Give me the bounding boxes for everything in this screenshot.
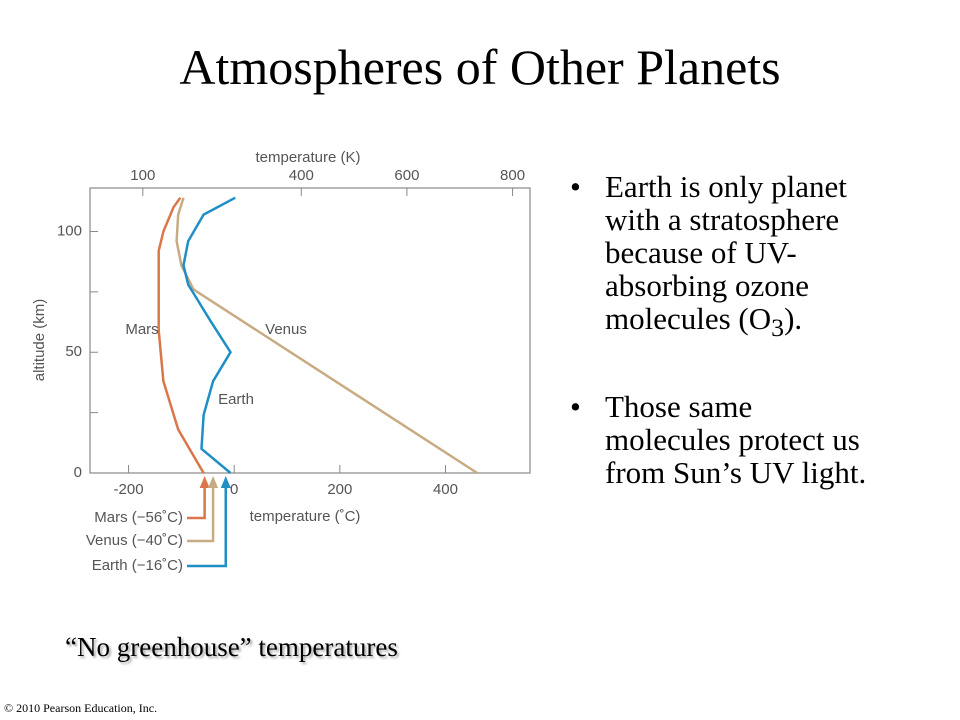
series-label: Mars (125, 321, 158, 338)
x2-tick-label: 100 (130, 167, 155, 184)
plot-frame (89, 187, 531, 474)
y-tick-label: 100 (57, 222, 82, 239)
series-label: Venus (265, 321, 307, 338)
bullet: Earth is only planet with a stratosphere… (570, 170, 885, 344)
x2-tick-label: 800 (500, 167, 525, 184)
arrow-label: Venus (−40˚C) (86, 532, 183, 549)
bullet-text: Those same molecules protect us from Sun… (605, 389, 867, 491)
x-axis-label: temperature (˚C) (250, 508, 361, 525)
y-tick-label: 50 (65, 343, 82, 360)
x-tick-label: 400 (433, 481, 458, 498)
x2-tick-label: 600 (394, 167, 419, 184)
arrow-head (199, 476, 210, 488)
slide-title: Atmospheres of Other Planets (179, 39, 781, 95)
arrow-label: Mars (−56˚C) (94, 509, 183, 526)
x2-axis-label: temperature (K) (255, 149, 360, 166)
subscript: 3 (771, 313, 785, 343)
y-axis-label: altitude (km) (31, 299, 48, 382)
bullet-list: Earth is only planet with a stratosphere… (570, 170, 885, 535)
arrow-head (208, 476, 219, 488)
series-label: Earth (218, 391, 254, 408)
x2-tick-label: 400 (289, 167, 314, 184)
footer: © 2010 Pearson Education, Inc. (4, 701, 158, 715)
x-tick-label: 0 (230, 481, 238, 498)
series-line (182, 196, 236, 474)
arrow-head (220, 476, 231, 488)
series-line (175, 197, 478, 475)
arrow-label: Earth (−16˚C) (92, 557, 183, 574)
y-tick-label: 0 (74, 464, 82, 481)
bullet-text: ). (784, 301, 803, 336)
bullet-text: Earth is only planet with a stratosphere… (605, 169, 847, 336)
caption: “No greenhouse” temperatures (65, 632, 398, 662)
bullet: Those same molecules protect us from Sun… (570, 390, 885, 489)
x-tick-label: 200 (327, 481, 352, 498)
temperature-arrow (187, 487, 206, 520)
temperature-arrow (187, 487, 215, 543)
temperature-arrow (187, 487, 227, 568)
x-tick-label: -200 (114, 481, 144, 498)
series-line (157, 196, 205, 474)
